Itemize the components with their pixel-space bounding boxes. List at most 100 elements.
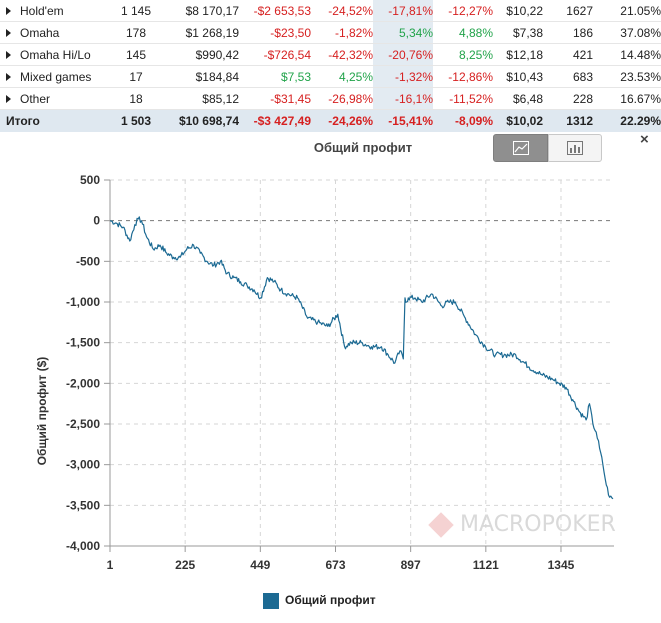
hands-cell: 145 [115, 43, 157, 66]
pct-cell: 22.29% [593, 109, 661, 132]
avg-cell: $6,48 [493, 87, 543, 110]
game-name[interactable]: Omaha Hi/Lo [0, 43, 115, 66]
y-tick-label: -500 [76, 254, 100, 268]
pct-cell: 14.48% [593, 43, 661, 66]
net-cell: -$726,54 [239, 43, 311, 66]
count-cell: 186 [543, 21, 593, 44]
close-icon[interactable]: × [640, 131, 649, 148]
pct-cell: 16.67% [593, 87, 661, 110]
expand-arrow-icon[interactable] [6, 95, 11, 104]
game-name-label: Omaha [20, 25, 60, 40]
col7-cell: -11,52% [433, 87, 493, 110]
avg-cell: $10,43 [493, 65, 543, 88]
col7-cell: -12,27% [433, 0, 493, 22]
col6-cell: 5,34% [373, 21, 433, 44]
count-cell: 683 [543, 65, 593, 88]
hands-cell: 1 145 [115, 0, 157, 22]
won-cell: $85,12 [157, 87, 239, 110]
roi-cell: -24,52% [311, 0, 373, 22]
line-chart-button[interactable] [493, 134, 548, 162]
series-line [109, 216, 614, 500]
table-row[interactable]: Mixed games 17 $184,84 $7,53 4,25% -1,32% -12,… [0, 65, 661, 88]
x-tick-label: 225 [175, 558, 195, 572]
hands-cell: 1 503 [115, 109, 157, 132]
avg-cell: $12,18 [493, 43, 543, 66]
count-cell: 421 [543, 43, 593, 66]
x-tick-label: 897 [401, 558, 421, 572]
col7-cell: 4,88% [433, 21, 493, 44]
table-row[interactable]: Omaha 178 $1 268,19 -$23,50 -1,82% 5,34% 4,88%… [0, 21, 661, 44]
roi-cell: -26,98% [311, 87, 373, 110]
y-tick-label: 0 [93, 214, 100, 228]
chart-title: Общий профит [313, 140, 413, 155]
col6-cell: -17,81% [373, 0, 433, 22]
won-cell: $184,84 [157, 65, 239, 88]
net-cell: -$3 427,49 [239, 109, 311, 132]
expand-arrow-icon[interactable] [6, 29, 11, 38]
game-name-label: Hold'em [20, 3, 64, 18]
roi-cell: -24,26% [311, 109, 373, 132]
avg-cell: $10,02 [493, 109, 543, 132]
count-cell: 1627 [543, 0, 593, 22]
y-tick-label: -1,000 [66, 295, 100, 309]
x-tick-label: 1 [107, 558, 114, 572]
hands-cell: 17 [115, 65, 157, 88]
line-chart: 500 0 -500 -1,000 -1,500 -2,000 -2,500 -3,000 -3… [66, 173, 614, 572]
roi-cell: -1,82% [311, 21, 373, 44]
net-cell: -$23,50 [239, 21, 311, 44]
y-tick-label: -1,500 [66, 336, 100, 350]
col6-cell: -16,1% [373, 87, 433, 110]
expand-arrow-icon[interactable] [6, 7, 11, 16]
game-name[interactable]: Hold'em [0, 0, 115, 22]
y-tick-label: -2,500 [66, 417, 100, 431]
avg-cell: $10,22 [493, 0, 543, 22]
y-tick-label: -4,000 [66, 539, 100, 553]
won-cell: $10 698,74 [157, 109, 239, 132]
count-cell: 1312 [543, 109, 593, 132]
x-tick-label: 1121 [473, 558, 499, 572]
bar-chart-button[interactable] [548, 134, 602, 162]
pct-cell: 23.53% [593, 65, 661, 88]
col7-cell: 8,25% [433, 43, 493, 66]
hands-cell: 178 [115, 21, 157, 44]
y-tick-label: 500 [80, 173, 100, 187]
count-cell: 228 [543, 87, 593, 110]
game-name[interactable]: Omaha [0, 21, 115, 44]
col6-cell: -15,41% [373, 109, 433, 132]
table-row[interactable]: Omaha Hi/Lo 145 $990,42 -$726,54 -42,32% -20,… [0, 43, 661, 66]
col7-cell: -12,86% [433, 65, 493, 88]
x-tick-label: 1345 [548, 558, 575, 572]
expand-arrow-icon[interactable] [6, 73, 11, 82]
roi-cell: -42,32% [311, 43, 373, 66]
game-name[interactable]: Other [0, 87, 115, 110]
roi-cell: 4,25% [311, 65, 373, 88]
table-row[interactable]: Hold'em 1 145 $8 170,17 -$2 653,53 -24,52% -1… [0, 0, 661, 22]
net-cell: -$31,45 [239, 87, 311, 110]
hands-cell: 18 [115, 87, 157, 110]
pct-cell: 37.08% [593, 21, 661, 44]
avg-cell: $7,38 [493, 21, 543, 44]
game-name-label: Omaha Hi/Lo [20, 47, 91, 62]
game-name[interactable]: Mixed games [0, 65, 115, 88]
game-name: Итого [0, 109, 115, 132]
won-cell: $8 170,17 [157, 0, 239, 22]
game-name-label: Other [20, 91, 51, 106]
expand-arrow-icon[interactable] [6, 51, 11, 60]
y-tick-label: -3,500 [66, 498, 100, 512]
line-chart-icon [512, 141, 529, 155]
bar-chart-icon [567, 141, 583, 155]
net-cell: $7,53 [239, 65, 311, 88]
y-tick-label: -2,000 [66, 376, 100, 390]
stats-table: Hold'em 1 145 $8 170,17 -$2 653,53 -24,52% -1… [0, 0, 661, 132]
col7-cell: -8,09% [433, 109, 493, 132]
x-tick-label: 449 [250, 558, 270, 572]
legend-swatch [263, 593, 279, 609]
won-cell: $1 268,19 [157, 21, 239, 44]
pct-cell: 21.05% [593, 0, 661, 22]
game-name-label: Итого [6, 114, 40, 128]
y-tick-label: -3,000 [66, 458, 100, 472]
table-row[interactable]: Other 18 $85,12 -$31,45 -26,98% -16,1% -11,52%… [0, 87, 661, 110]
chart-legend[interactable]: Общий профит [263, 593, 376, 609]
game-name-label: Mixed games [20, 69, 92, 84]
net-cell: -$2 653,53 [239, 0, 311, 22]
